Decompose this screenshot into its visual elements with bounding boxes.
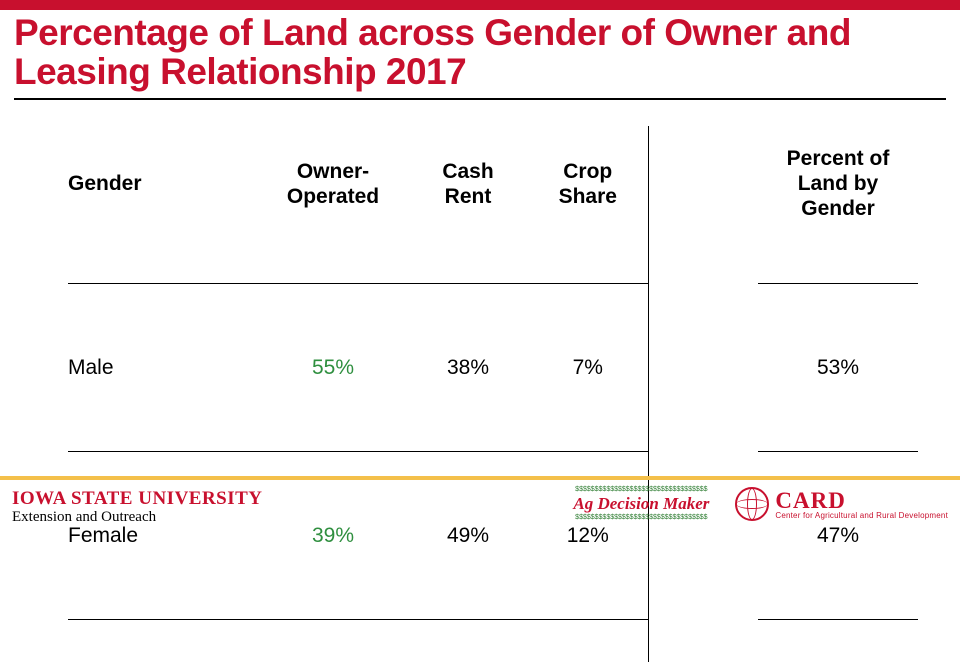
isu-logo-top: IOWA STATE UNIVERSITY — [12, 489, 263, 508]
title-underline — [14, 98, 946, 100]
card-text: CARD Center for Agricultural and Rural D… — [775, 489, 948, 520]
slide-title: Percentage of Land across Gender of Owne… — [0, 10, 960, 92]
col-header-pct-land: Percent ofLand byGender — [758, 126, 918, 242]
col-header-gap — [648, 126, 758, 242]
isu-logo-bottom: Extension and Outreach — [12, 510, 263, 525]
col-header-crop-share: CropShare — [528, 126, 648, 242]
ag-decision-maker-block: $$$$$$$$$$$$$$$$$$$$$$$$$$$$$$$$$$ Ag De… — [567, 484, 715, 523]
cell-cash-rent: 38% — [408, 326, 528, 410]
table-rule-row — [68, 242, 918, 326]
globe-icon — [735, 487, 769, 521]
col-header-owner-operated: Owner-Operated — [258, 126, 408, 242]
slide: Percentage of Land across Gender of Owne… — [0, 0, 960, 540]
table-body: Male 55% 38% 7% 53% Female 39% 49% 12% — [68, 242, 918, 662]
footer: IOWA STATE UNIVERSITY Extension and Outr… — [0, 476, 960, 540]
col-header-pct-land-text: Percent ofLand byGender — [787, 147, 890, 220]
col-header-crop-share-text: CropShare — [559, 160, 617, 208]
table-row: Male 55% 38% 7% 53% — [68, 326, 918, 410]
cell-crop-share: 7% — [528, 326, 648, 410]
col-header-owner-operated-text: Owner-Operated — [287, 160, 379, 208]
card-logo-block: CARD Center for Agricultural and Rural D… — [735, 487, 948, 521]
card-small: Center for Agricultural and Rural Develo… — [775, 512, 948, 520]
adm-name: Ag Decision Maker — [573, 494, 709, 514]
footer-accent-rule — [0, 476, 960, 480]
isu-logo-block: IOWA STATE UNIVERSITY Extension and Outr… — [12, 483, 263, 525]
adm-dollars-bottom: $$$$$$$$$$$$$$$$$$$$$$$$$$$$$$$$$$ — [575, 514, 707, 522]
data-table: Gender Owner-Operated CashRent CropShare… — [68, 126, 918, 662]
table-header-row: Gender Owner-Operated CashRent CropShare… — [68, 126, 918, 242]
col-header-cash-rent-text: CashRent — [442, 160, 493, 208]
table-rule-row — [68, 578, 918, 662]
col-header-cash-rent: CashRent — [408, 126, 528, 242]
cell-owner-operated: 55% — [258, 326, 408, 410]
adm-dollars-top: $$$$$$$$$$$$$$$$$$$$$$$$$$$$$$$$$$ — [575, 486, 707, 494]
data-table-wrap: Gender Owner-Operated CashRent CropShare… — [68, 126, 918, 662]
row-label: Male — [68, 326, 258, 410]
col-header-gender: Gender — [68, 126, 258, 242]
card-big: CARD — [775, 489, 948, 512]
cell-pct-land: 53% — [758, 326, 918, 410]
top-accent-bar — [0, 0, 960, 10]
cell-gap — [648, 326, 758, 410]
